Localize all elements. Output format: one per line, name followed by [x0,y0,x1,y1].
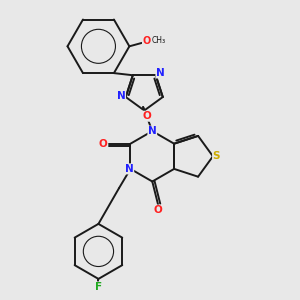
Text: S: S [213,151,220,161]
Text: F: F [95,282,102,292]
Text: N: N [125,164,134,174]
Text: O: O [142,36,151,46]
Text: O: O [99,139,107,149]
Text: O: O [154,205,162,215]
Text: CH₃: CH₃ [152,36,166,45]
Text: N: N [156,68,165,78]
Text: N: N [148,126,157,136]
Text: N: N [117,91,125,101]
Text: O: O [142,111,151,121]
